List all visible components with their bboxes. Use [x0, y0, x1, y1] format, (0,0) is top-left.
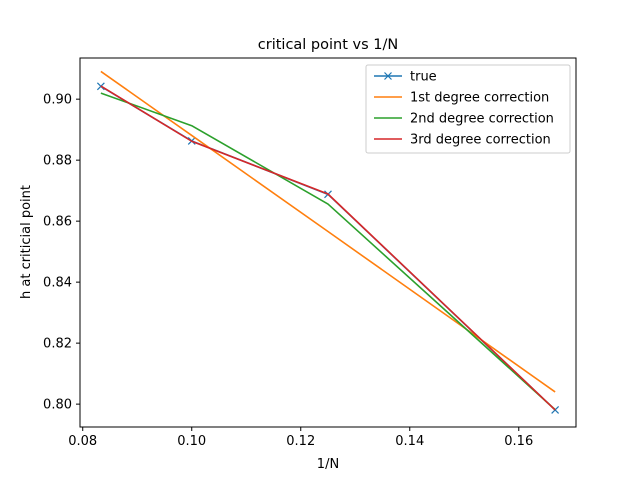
y-tick-label: 0.88	[43, 154, 72, 169]
legend-item-2nd-degree-correction: 2nd degree correction	[374, 112, 554, 127]
x-tick-label: 0.12	[286, 434, 315, 449]
legend-item-true: true	[374, 70, 437, 85]
marker-stroke	[551, 405, 560, 414]
y-axis-label: h at criticial point	[19, 185, 34, 299]
legend-item-3rd-degree-correction: 3rd degree correction	[374, 133, 551, 148]
series-line-1st-degree-correction	[100, 70, 556, 393]
x-axis-label: 1/N	[317, 457, 339, 472]
y-tick-label: 0.80	[43, 398, 72, 413]
legend-label: true	[410, 70, 437, 85]
x-tick-label: 0.10	[177, 434, 206, 449]
y-tick-label: 0.84	[43, 276, 72, 291]
y-tick-label: 0.82	[43, 337, 72, 352]
legend-box	[365, 64, 571, 154]
x-axis-ticks: 0.08 0.10 0.12 0.14 0.16	[68, 427, 533, 449]
legend-label: 1st degree correction	[410, 91, 549, 106]
legend-label: 3rd degree correction	[410, 133, 551, 148]
plot-area-frame	[79, 57, 577, 428]
x-tick-label: 0.16	[504, 434, 533, 449]
series-line-3rd-degree-correction	[100, 85, 556, 411]
x-tick-label: 0.08	[68, 434, 97, 449]
series-line-2nd-degree-correction	[100, 92, 556, 411]
chart-title: critical point vs 1/N	[258, 37, 398, 53]
legend-item-1st-degree-correction: 1st degree correction	[374, 91, 549, 106]
series-layer	[96, 70, 560, 414]
y-tick-label: 0.90	[43, 93, 72, 108]
legend-label: 2nd degree correction	[410, 112, 554, 127]
y-axis-ticks: 0.80 0.82 0.84 0.86 0.88 0.90	[43, 93, 80, 413]
legend-marker	[384, 72, 392, 80]
y-tick-label: 0.86	[43, 215, 72, 230]
x-tick-label: 0.14	[395, 434, 424, 449]
legend: true 1st degree correction 2nd degree corr…	[365, 64, 571, 154]
